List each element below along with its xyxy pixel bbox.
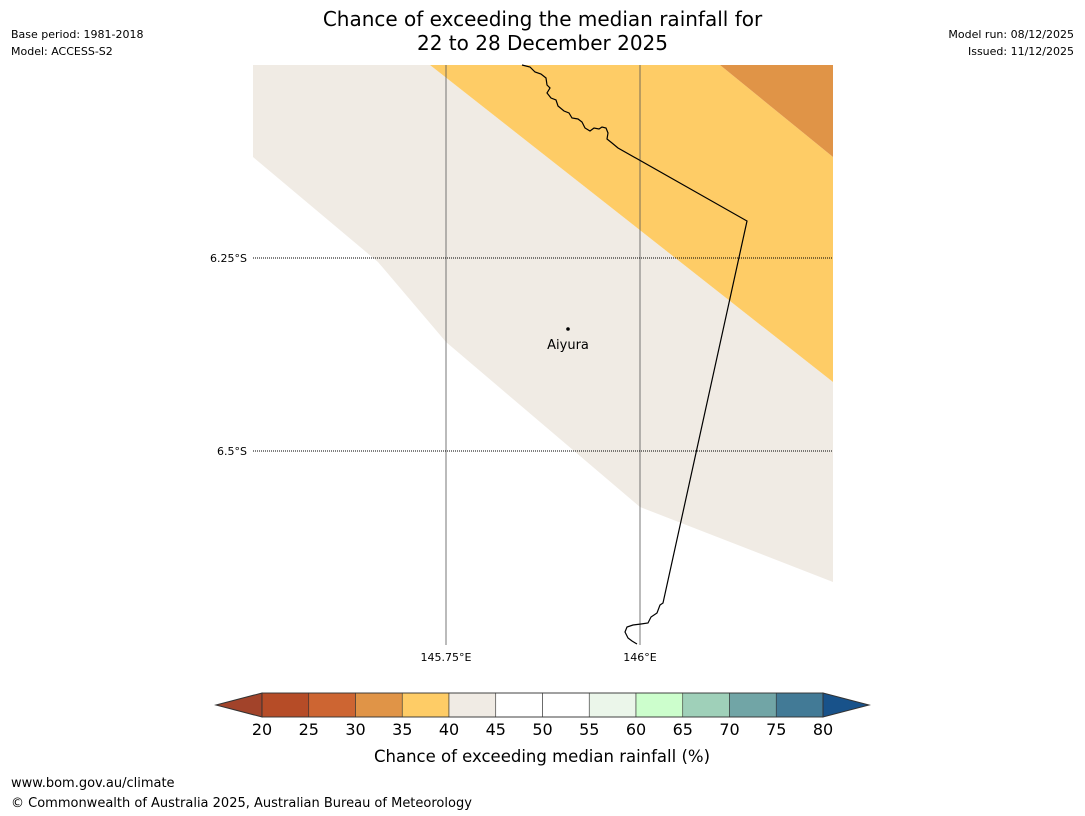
colorbar-tick-label: 70	[719, 720, 739, 739]
colorbar-segment	[775, 692, 824, 718]
colorbar-segment	[682, 692, 730, 718]
colorbar-tick-label: 35	[392, 720, 412, 739]
colorbar-tick-label: 55	[579, 720, 599, 739]
footer-copyright: © Commonwealth of Australia 2025, Austra…	[11, 796, 472, 811]
region-35-40	[430, 65, 833, 382]
colorbar-segment	[635, 692, 684, 718]
colorbar: 20 25 30 35 40 45 50 55 60 65 70 75 80 Chance of exc…	[214, 692, 871, 766]
aiyura-label: Aiyura	[547, 338, 589, 353]
colorbar-tick-label: 40	[439, 720, 459, 739]
model-name: Model: ACCESS-S2	[11, 45, 113, 58]
meta-right: Model run: 08/12/2025 Issued: 11/12/2025	[948, 26, 1074, 60]
colorbar-segment	[588, 692, 637, 718]
title-line-1: Chance of exceeding the median rainfall …	[322, 7, 763, 31]
colorbar-segment	[542, 692, 590, 718]
colorbar-segment	[401, 692, 450, 718]
lon-label-146: 146°E	[623, 651, 656, 664]
region-40-45	[253, 65, 833, 582]
colorbar-segment	[448, 692, 497, 718]
lat-label-6-5: 6.5°S	[217, 445, 247, 458]
footer: www.bom.gov.au/climate © Commonwealth of…	[11, 774, 472, 814]
colorbar-tick-label: 65	[673, 720, 693, 739]
meta-left: Base period: 1981-2018 Model: ACCESS-S2	[11, 26, 143, 60]
lon-label-145-75: 145.75°E	[421, 651, 472, 664]
colorbar-tick-label: 60	[626, 720, 646, 739]
colorbar-segment	[729, 692, 777, 718]
chart-title: Chance of exceeding the median rainfall …	[0, 7, 1085, 55]
aiyura-marker	[566, 327, 570, 331]
colorbar-tick-label: 30	[345, 720, 365, 739]
colorbar-segment	[355, 692, 403, 718]
province-border	[521, 64, 748, 645]
colorbar-tick-label: 25	[299, 720, 319, 739]
colorbar-tick-label: 75	[766, 720, 786, 739]
colorbar-tick-label: 80	[813, 720, 833, 739]
footer-url[interactable]: www.bom.gov.au/climate	[11, 776, 175, 791]
issued-date: Issued: 11/12/2025	[967, 45, 1074, 58]
colorbar-segment	[261, 692, 310, 718]
region-30-35	[720, 65, 833, 157]
colorbar-segment	[495, 692, 543, 718]
colorbar-segments	[261, 692, 824, 718]
colorbar-tick-label: 50	[532, 720, 552, 739]
lat-label-6-25: 6.25°S	[210, 252, 247, 265]
colorbar-ticks: 20 25 30 35 40 45 50 55 60 65 70 75 80	[252, 720, 833, 739]
colorbar-extend-high	[822, 692, 871, 718]
colorbar-tick-label: 20	[252, 720, 272, 739]
colorbar-title: Chance of exceeding median rainfall (%)	[374, 747, 710, 766]
colorbar-extend-low	[214, 692, 263, 718]
model-run: Model run: 08/12/2025	[948, 28, 1074, 41]
title-line-2: 22 to 28 December 2025	[416, 31, 668, 55]
colorbar-outline	[261, 692, 824, 718]
base-period: Base period: 1981-2018	[11, 28, 144, 41]
colorbar-segment	[308, 692, 356, 718]
colorbar-tick-label: 45	[486, 720, 506, 739]
